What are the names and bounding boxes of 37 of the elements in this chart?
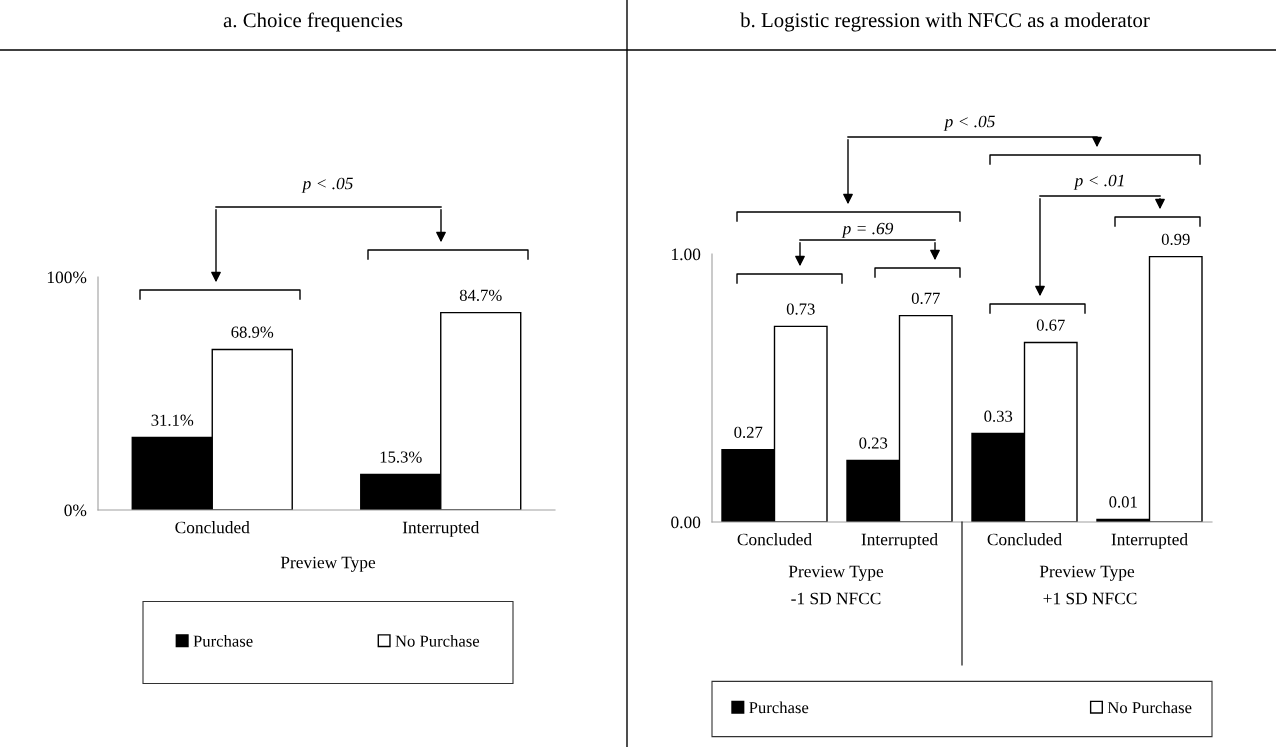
text: p < .01 <box>1073 174 1124 190</box>
data-label: 0.01 <box>1109 496 1137 508</box>
data-label: 31.1% <box>151 414 194 426</box>
x-tick-label: Interrupted <box>402 521 480 537</box>
legend-label: No Purchase <box>1107 701 1192 714</box>
data-label: 0.67 <box>1036 319 1065 331</box>
data-label: 84.7% <box>459 289 502 301</box>
legend-label: No Purchase <box>395 634 480 647</box>
y-tick-label: 100% <box>47 271 87 284</box>
data-label: 0.99 <box>1161 233 1190 246</box>
data-label: 68.9% <box>231 326 274 338</box>
chart-title: a. Choice frequencies <box>223 12 403 32</box>
legend-label: Purchase <box>193 634 253 647</box>
text: +1 SD NFCC <box>1043 592 1137 605</box>
y-tick-label: 0% <box>64 504 87 517</box>
x-tick-label: Concluded <box>737 533 812 546</box>
text: p < .05 <box>301 177 353 193</box>
chart-title: b. Logistic regression with NFCC as a moderator <box>740 12 1150 32</box>
x-tick-label: Interrupted <box>861 533 938 549</box>
data-label: 0.23 <box>859 437 888 449</box>
x-axis-title: Preview Type <box>788 565 884 581</box>
x-tick-label: Concluded <box>987 533 1062 546</box>
data-label: 0.27 <box>734 426 763 438</box>
text: Preview Type <box>1039 565 1135 581</box>
y-tick-label: 1.00 <box>672 248 701 261</box>
data-label: 15.3% <box>380 451 422 463</box>
text: p = .69 <box>841 222 894 238</box>
text: -1 SD NFCC <box>791 592 881 605</box>
data-label: 0.77 <box>911 292 940 304</box>
x-axis-title: Preview Type <box>280 556 376 572</box>
legend-label: Purchase <box>749 701 809 714</box>
x-tick-label: Concluded <box>175 521 250 534</box>
data-label: 0.73 <box>786 303 815 315</box>
text: p < .05 <box>943 115 995 131</box>
x-tick-label: Interrupted <box>1111 533 1188 549</box>
y-tick-label: 0.00 <box>671 516 701 529</box>
data-label: 0.33 <box>984 410 1013 422</box>
